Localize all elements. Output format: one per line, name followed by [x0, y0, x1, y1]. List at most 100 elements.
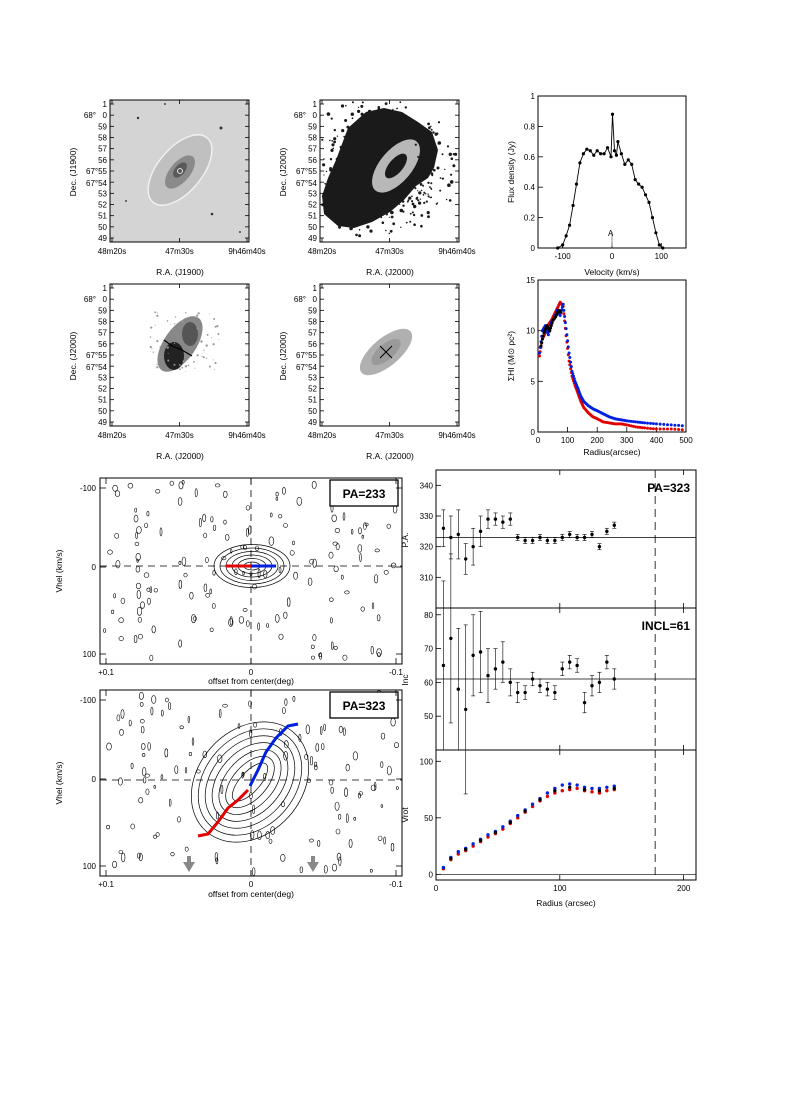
hi-speckle-dot — [370, 203, 374, 207]
spectrum-point — [592, 153, 596, 157]
hi-speckle-dot — [424, 155, 427, 158]
hi-speckle-dot — [429, 197, 431, 199]
noise-contour — [155, 489, 161, 494]
data-point — [560, 783, 564, 787]
hi-speckle-dot — [334, 205, 338, 209]
vf-speckle-dot — [173, 363, 176, 366]
noise-contour — [358, 791, 363, 796]
noise-contour — [275, 614, 280, 623]
density-point — [548, 329, 552, 333]
density-point — [629, 424, 633, 428]
vf-speckle-dot — [203, 349, 205, 351]
spectrum-point — [630, 162, 634, 166]
ra-tick-label: 47m30s — [375, 247, 403, 256]
data-point — [560, 535, 564, 540]
hi-speckle-dot — [333, 128, 336, 132]
noise-contour — [138, 797, 144, 804]
y-tick-label: 50 — [424, 712, 433, 721]
pa-label: PA=233 — [343, 487, 386, 501]
noise-contour — [360, 606, 365, 612]
density-point — [541, 334, 545, 338]
dec-tick-label: 50 — [308, 223, 317, 232]
data-point — [471, 653, 475, 658]
hi-speckle-dot — [417, 199, 420, 202]
arrow-icon — [183, 856, 195, 872]
density-point — [563, 315, 567, 318]
spectrum-point — [571, 203, 575, 208]
hi-speckle-dot — [324, 182, 327, 185]
y-axis-label: P.A. — [400, 533, 410, 548]
vf-speckle-dot — [156, 366, 159, 369]
vf-speckle-dot — [197, 312, 200, 315]
density-point — [566, 339, 570, 343]
data-point — [568, 782, 572, 786]
vf-speckle-dot — [201, 356, 203, 358]
incl-value-label: INCL=61 — [642, 619, 691, 633]
y-tick-label: -100 — [80, 484, 97, 493]
noise-contour — [390, 717, 396, 727]
noise-contour — [275, 496, 279, 501]
hi-speckle-dot — [335, 157, 339, 161]
hi-speckle-dot — [427, 122, 430, 126]
vf-speckle-dot — [154, 311, 157, 314]
noise-contour — [209, 627, 214, 632]
hi-speckle — [321, 101, 458, 238]
hi-speckle-dot — [414, 187, 417, 190]
y-axis-label: Dec. (J2000) — [278, 332, 288, 381]
noise-contour — [179, 725, 184, 730]
noise-contour — [289, 550, 295, 556]
y-tick-label: 10 — [526, 327, 535, 336]
y-tick-label: 60 — [424, 678, 433, 687]
y-axis-label: Vhel (km/s) — [54, 549, 64, 592]
pv-diagram-pa233: PA=233 +0.1 0 -0.1 -100 0 100 offset from cen… — [54, 477, 403, 686]
hi-speckle-dot — [350, 215, 353, 217]
vf-speckle-dot — [150, 326, 153, 329]
dec-tick-label: 57 — [308, 145, 317, 154]
hi-speckle-dot — [411, 200, 414, 203]
noise-contour — [153, 588, 158, 593]
pa-value-label: PA=323 — [647, 481, 690, 495]
data-point — [464, 707, 468, 712]
ra-tick-label: 9h46m40s — [438, 247, 475, 256]
hi-speckle-dot — [378, 213, 382, 217]
density-point — [558, 314, 562, 317]
noise-contour — [118, 777, 123, 786]
density-point — [540, 341, 544, 345]
hi-speckle-dot — [369, 229, 373, 233]
noise-contour — [370, 645, 374, 655]
vrot-profile-chart: 0 100 200 0 50 100 Radius (arcsec) Vrot — [400, 749, 697, 908]
density-point — [651, 422, 655, 426]
noise-contour — [371, 602, 375, 609]
noise-contour — [142, 767, 147, 777]
noise-contour — [143, 572, 150, 578]
spectrum-plot: -100 0 100 0 0.2 0.4 0.6 0.8 1 — [524, 92, 669, 261]
noise-contour — [352, 751, 359, 761]
noise-contour — [144, 522, 149, 528]
noise-contour — [212, 570, 216, 576]
x-tick-label: +0.1 — [98, 668, 114, 677]
spectrum-point — [633, 178, 637, 182]
dec-tick-label: 0 — [103, 295, 108, 304]
hi-speckle-dot — [351, 131, 355, 134]
density-point — [634, 425, 638, 429]
noise-contour — [151, 625, 156, 634]
spectrum-point — [564, 234, 568, 238]
data-point — [508, 517, 512, 521]
vf-speckle-dot — [193, 360, 195, 363]
hi-speckle-dot — [436, 166, 440, 170]
noise-contour — [196, 769, 201, 774]
hi-speckle-dot — [422, 146, 426, 150]
vf-speckle-dot — [174, 316, 177, 318]
spectrum-point — [574, 182, 579, 186]
hi-speckle-dot — [415, 197, 418, 200]
noise-contour — [145, 788, 150, 795]
dec-tick-label: 53 — [308, 189, 317, 198]
hi-speckle-dot — [419, 162, 421, 164]
noise-contour — [386, 523, 391, 529]
data-point — [560, 788, 564, 793]
hi-speckle-dot — [420, 147, 422, 149]
dec-tick-label: 52 — [308, 385, 317, 394]
noise-contour — [134, 507, 137, 513]
hi-speckle-dot — [437, 121, 441, 124]
hi-speckle-dot — [396, 107, 398, 110]
